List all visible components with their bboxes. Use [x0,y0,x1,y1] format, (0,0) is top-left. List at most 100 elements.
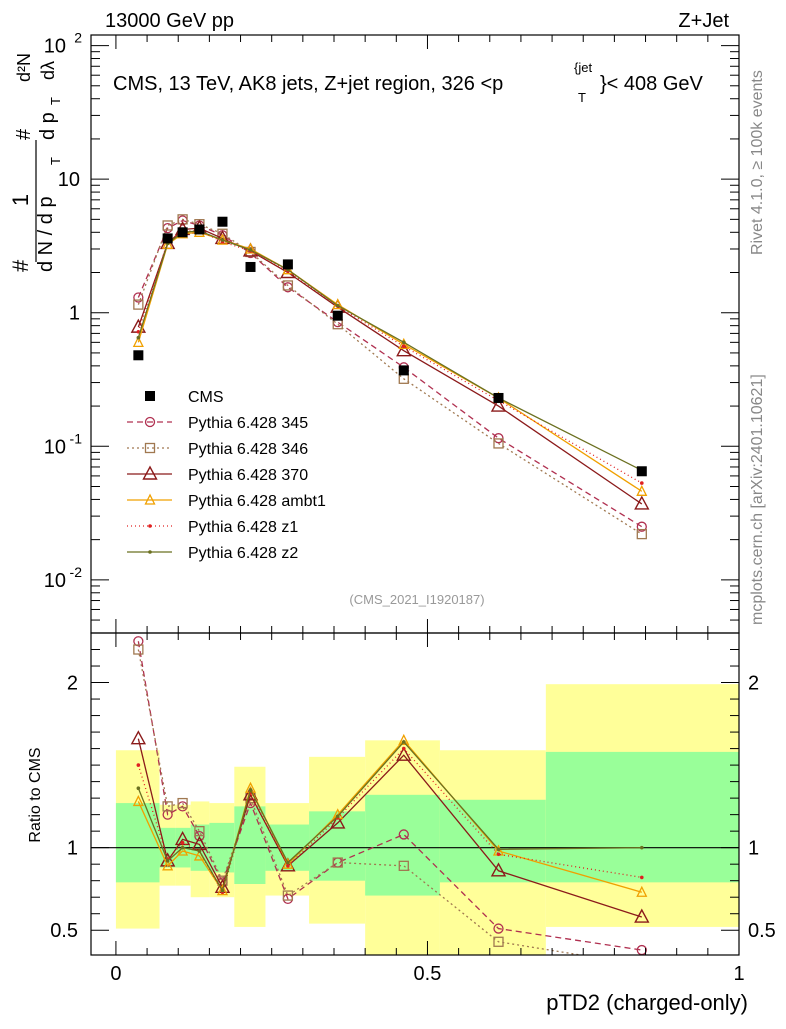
ratio-1-point-0 [133,644,144,655]
ratio-3-point-8 [398,733,410,745]
series-0-point-10 [636,521,647,532]
main-ytick-label-1: 10 [44,436,66,458]
main-ytick-exp-4: 2 [74,30,82,46]
ratio-5-point-0 [136,786,141,791]
main-plot-content [130,214,650,540]
ratio-2-point-7 [330,814,346,829]
plot-title: CMS, 13 TeV, AK8 jets, Z+jet region, 326… [113,60,704,105]
ratio-1-point-2 [177,797,188,809]
ratio-ticks: 0.5 0.51 12 20 0.5 1 [50,633,776,985]
analysis-id: (CMS_2021_I1920187) [349,592,484,607]
title-main: CMS, 13 TeV, AK8 jets, Z+jet region, 326… [113,73,503,95]
ratio-5-point-3 [197,849,202,853]
ratio-ytick-label-2: 2 [67,673,78,695]
ratio-4-point-10 [640,875,644,880]
ratio-2-point-0 [130,730,147,745]
ylabel-t2: T [48,97,63,105]
ratio-plot-frame [90,632,740,956]
cms-point-2 [177,227,188,238]
legend-label-3: Pythia 6.428 ambt1 [188,493,326,510]
series-3-point-0 [132,335,144,347]
legend-entry-5: Pythia 6.428 z2 [127,545,298,562]
series-line-2 [137,227,643,505]
uncertainty-band-green-8 [365,794,440,896]
series-4-point-10 [640,481,644,485]
series-5-point-7 [335,303,340,308]
ratio-4-point-0 [136,763,141,767]
ratio-3-point-10 [636,885,648,897]
ratio-0-point-1 [162,809,173,820]
legend-label-0: Pythia 6.428 345 [188,415,308,432]
series-2-point-8 [396,342,412,357]
ratio-1-point-9 [493,936,504,947]
series-1-point-0 [133,299,144,310]
ylabel-one: 1 [8,194,33,206]
legend-marker-5 [148,550,152,554]
legend-entry-1: Pythia 6.428 346 [127,441,308,458]
cms-point-9 [493,392,504,403]
series-0-point-0 [133,292,144,303]
x-axis-label: pTD2 (charged-only) [546,990,748,1015]
ratio-5-point-2 [180,845,185,850]
beam-label: 13000 GeV pp [105,10,234,32]
ratio-3-point-1 [162,859,174,871]
legend-marker-3 [144,493,156,505]
legend-cms-marker [145,391,155,401]
uncertainty-band-green-9 [439,799,546,883]
series-0-point-9 [493,433,504,444]
series-5 [136,229,644,473]
uncertainty-band-green-0 [115,803,160,883]
ratio-1-point-6 [282,890,294,901]
uncertainty-band-green-10 [545,751,739,883]
ratio-plot-panel: 0.5 0.51 12 20 0.5 1 Ratio to CMS pTD2 (charg… [27,632,776,1015]
main-ytick-label-0: 10 [44,570,66,592]
ratio-5-point-8 [401,740,406,744]
ratio-4-point-9 [496,852,501,857]
ratio-1-point-1 [162,801,173,812]
series-2-point-9 [490,397,507,412]
ratio-5-point-6 [286,860,290,865]
ratio-ytick-label-right-2: 2 [748,673,759,695]
ratio-4-point-8 [401,746,406,751]
ratio-xtick-label-1: 0.5 [414,963,442,985]
main-ylabel: # 1 d N / d p T # d p T d²N dλ [8,53,63,272]
main-ytick-exp-0: -2 [70,564,83,580]
series-1-point-6 [282,280,294,291]
legend-entry-3: Pythia 6.428 ambt1 [127,493,326,510]
cms-point-1 [162,233,173,244]
series-5-point-8 [401,340,406,345]
ratio-ytick-label-1: 1 [67,838,78,860]
ratio-3-point-4 [216,884,229,896]
cms-point-3 [194,224,205,235]
ratio-4-point-2 [180,840,185,845]
ratio-ytick-label-right-1: 1 [748,838,759,860]
legend-marker-1 [144,442,156,454]
ratio-5-point-4 [220,888,225,893]
cms-point-0 [133,350,144,361]
title-sup: {jet [574,60,592,75]
legend-marker-4 [148,524,152,528]
series-5-point-4 [220,238,225,242]
main-ytick-label-4: 10 [44,36,66,58]
series-4-point-8 [401,344,406,349]
ylabel-d2n: d²N [14,53,34,82]
series-1-point-10 [636,528,647,540]
legend-label-4: Pythia 6.428 z1 [188,519,298,536]
legend-entry-0: Pythia 6.428 345 [127,415,308,432]
legend-entry-cms: CMS [145,389,224,406]
title-tail: }< 408 GeV [600,73,704,95]
series-2 [130,219,650,510]
ylabel-dlambda: dλ [38,61,58,80]
series-line-5 [137,230,643,471]
ratio-5-point-1 [165,859,170,863]
ratio-1-point-10 [637,960,646,969]
ratio-5-point-9 [496,847,501,852]
main-plot-frame [90,34,740,634]
uncertainty-band-green-5 [234,806,266,884]
legend-label-1: Pythia 6.428 346 [188,441,308,458]
ratio-2-point-9 [490,862,507,877]
legend-marker-2 [142,465,158,480]
legend-label-5: Pythia 6.428 z2 [188,545,298,562]
mcplots-label: mcplots.cern.ch [arXiv:2401.10621] [749,374,766,625]
process-label: Z+Jet [678,10,729,32]
